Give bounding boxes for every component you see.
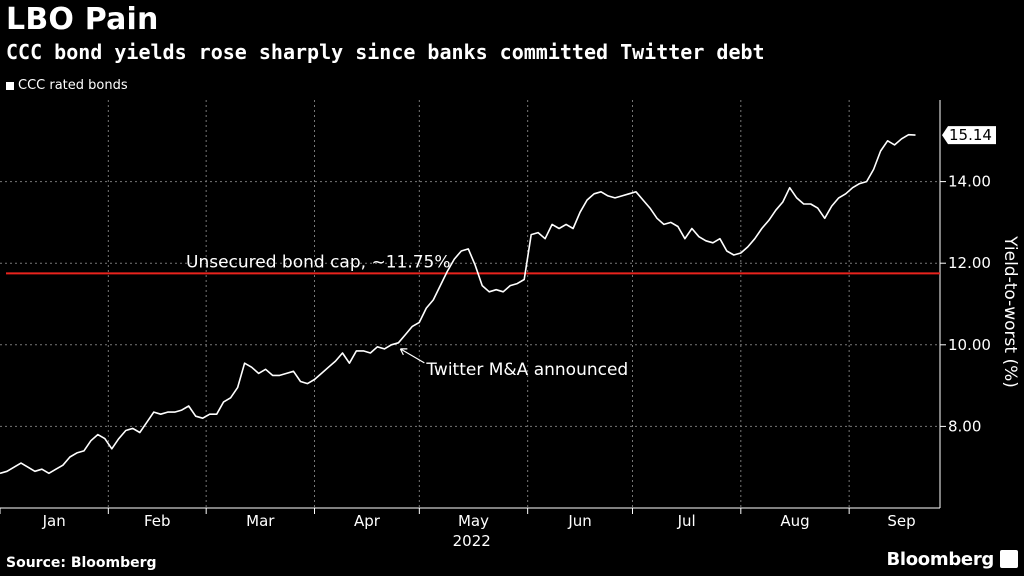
cap-reference-label: Unsecured bond cap, ~11.75% [186,252,451,272]
y-tick-label: 8.00 [948,417,981,435]
x-tick-label: Sep [887,512,915,530]
last-value-tag [942,126,996,145]
legend-swatch [6,81,14,90]
x-tick-label: Jun [567,512,591,530]
legend: CCC rated bonds [6,78,128,93]
x-tick-label: Aug [780,512,809,530]
series-line-ccc [0,133,916,475]
x-tick-label: May [458,512,489,530]
y-tick-label: 12.00 [948,254,991,272]
x-tick-label: Apr [354,512,381,530]
y-tick-label: 10.00 [948,336,991,354]
x-axis-year-label: 2022 [453,532,491,550]
chart-subtitle: CCC bond yields rose sharply since banks… [6,40,765,64]
x-tick-label: Mar [246,512,275,530]
bloomberg-icon [1000,550,1018,568]
chart-title: LBO Pain [6,2,159,37]
last-value-label: 15.14 [949,126,992,144]
y-axis-label: Yield-to-worst (%) [1000,235,1020,388]
x-tick-label: Jul [677,512,696,530]
x-tick-label: Feb [144,512,171,530]
y-tick-label: 14.00 [948,173,991,191]
brand-logo: Bloomberg [886,549,994,570]
x-tick-label: Jan [42,512,66,530]
source-note: Source: Bloomberg [6,555,157,571]
annotation-arrow [399,348,425,364]
annotation-label: Twitter M&A announced [425,360,628,380]
legend-label: CCC rated bonds [18,78,128,93]
